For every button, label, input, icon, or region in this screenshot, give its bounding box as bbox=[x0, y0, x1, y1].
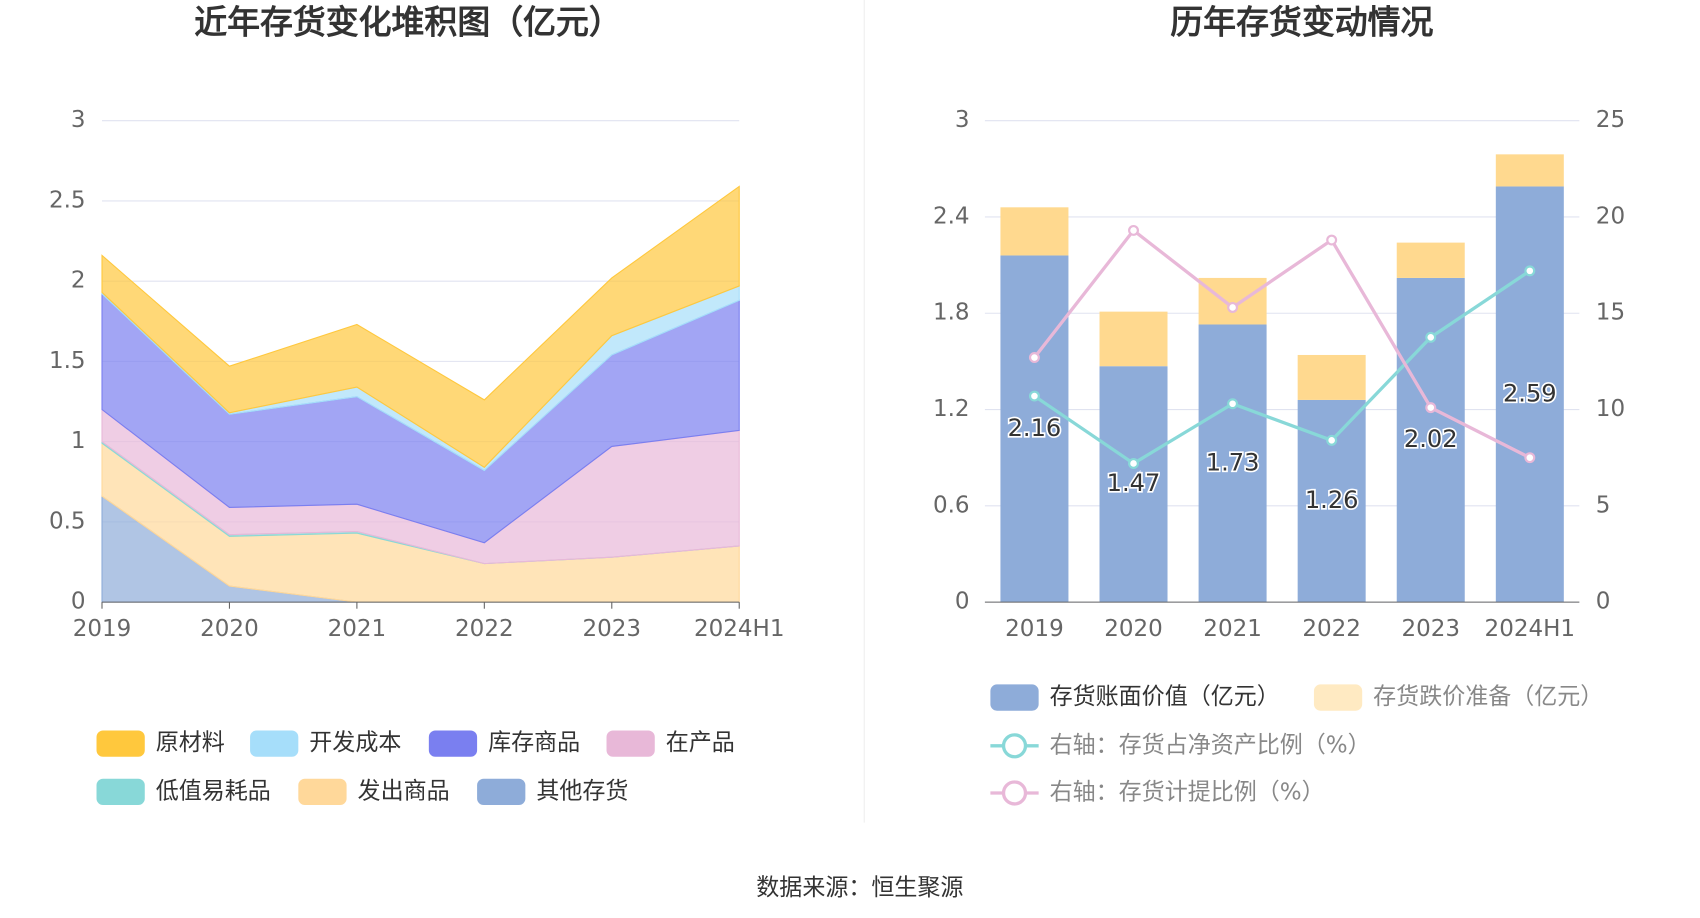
y-tick-label: 1.8 bbox=[933, 300, 970, 326]
point bbox=[1524, 265, 1536, 277]
bar bbox=[1099, 366, 1168, 603]
data-label: 2.59 bbox=[1503, 379, 1557, 407]
bar bbox=[1099, 311, 1168, 367]
point bbox=[1227, 301, 1239, 313]
y-tick-label: 2.4 bbox=[933, 203, 970, 229]
point bbox=[1425, 402, 1437, 414]
chart-title: 近年存货变化堆积图（亿元） bbox=[194, 3, 622, 42]
point bbox=[1028, 390, 1040, 402]
point bbox=[1524, 452, 1536, 464]
data-label: 2.16 bbox=[1008, 414, 1062, 442]
legend-swatch bbox=[1313, 684, 1363, 711]
bar bbox=[1495, 154, 1564, 187]
x-tick-label: 2021 bbox=[1203, 616, 1262, 642]
legend-label: 在产品 bbox=[666, 730, 735, 756]
legend-swatch bbox=[96, 730, 145, 757]
bar bbox=[1495, 186, 1564, 603]
y-tick-label: 0.6 bbox=[933, 492, 970, 518]
data-label: 1.47 bbox=[1107, 469, 1161, 497]
y2-tick-label: 25 bbox=[1596, 107, 1625, 133]
y-tick-label: 0.5 bbox=[49, 508, 86, 534]
x-tick-label: 2022 bbox=[1302, 616, 1361, 642]
legend-label: 库存商品 bbox=[488, 730, 580, 756]
data-label: 1.73 bbox=[1206, 448, 1260, 476]
legend-label: 低值易耗品 bbox=[156, 778, 271, 804]
legend-label: 开发成本 bbox=[309, 730, 401, 756]
legend-label: 右轴：存货占净资产比例（%） bbox=[1050, 732, 1371, 758]
legend-swatch bbox=[1001, 780, 1028, 806]
y-tick-label: 0 bbox=[71, 589, 86, 615]
point bbox=[1128, 224, 1139, 236]
point bbox=[1227, 398, 1239, 410]
bar bbox=[1198, 324, 1267, 603]
x-tick-label: 2023 bbox=[582, 616, 641, 642]
y-tick-label: 2 bbox=[71, 268, 86, 294]
y2-tick-label: 5 bbox=[1596, 492, 1611, 518]
x-tick-label: 2021 bbox=[328, 616, 387, 642]
y2-tick-label: 0 bbox=[1596, 589, 1611, 615]
x-tick-label: 2024H1 bbox=[694, 616, 785, 642]
x-tick-label: 2019 bbox=[1005, 616, 1064, 642]
y-tick-label: 0 bbox=[955, 589, 970, 615]
y2-tick-label: 15 bbox=[1596, 300, 1625, 326]
point bbox=[1128, 457, 1139, 469]
x-tick-label: 2019 bbox=[73, 616, 132, 642]
legend-label: 存货跌价准备（亿元） bbox=[1373, 684, 1603, 710]
point bbox=[1326, 234, 1338, 246]
y2-tick-label: 10 bbox=[1596, 396, 1625, 422]
line bbox=[1033, 269, 1531, 466]
bar bbox=[1396, 242, 1465, 278]
bar bbox=[1297, 354, 1366, 400]
area bbox=[101, 185, 740, 469]
bar bbox=[1000, 207, 1069, 256]
legend-swatch bbox=[990, 684, 1039, 711]
y-tick-label: 2.5 bbox=[49, 187, 86, 213]
bar bbox=[1000, 255, 1069, 603]
legend-swatch bbox=[477, 778, 526, 806]
x-tick-label: 2022 bbox=[455, 616, 514, 642]
legend-swatch bbox=[298, 778, 347, 806]
legend-swatch bbox=[250, 730, 299, 757]
line bbox=[1033, 228, 1531, 460]
point bbox=[1425, 331, 1437, 343]
data-label: 1.26 bbox=[1305, 486, 1359, 514]
bar bbox=[1198, 277, 1267, 325]
legend-swatch bbox=[1001, 733, 1028, 759]
x-tick-label: 2020 bbox=[200, 616, 259, 642]
legend-swatch bbox=[428, 730, 478, 757]
legend-swatch bbox=[606, 730, 655, 757]
legend-label: 其他存货 bbox=[536, 778, 628, 804]
point bbox=[1326, 434, 1338, 446]
legend-label: 发出商品 bbox=[358, 778, 450, 804]
point bbox=[1028, 352, 1040, 364]
chart-title: 历年存货变动情况 bbox=[1170, 3, 1433, 42]
legend-label: 原材料 bbox=[156, 730, 225, 756]
legend-label: 存货账面价值（亿元） bbox=[1050, 684, 1280, 710]
y2-tick-label: 20 bbox=[1596, 203, 1625, 229]
x-tick-label: 2024H1 bbox=[1485, 616, 1576, 642]
y-tick-label: 1.5 bbox=[49, 348, 86, 374]
y-tick-label: 1 bbox=[71, 428, 86, 454]
legend-swatch bbox=[96, 778, 145, 806]
source: 数据来源：恒生聚源 bbox=[756, 875, 963, 901]
x-tick-label: 2020 bbox=[1104, 616, 1163, 642]
y-tick-label: 1.2 bbox=[933, 396, 970, 422]
data-label: 2.02 bbox=[1404, 425, 1458, 453]
y-tick-label: 3 bbox=[955, 107, 970, 133]
legend-label: 右轴：存货计提比例（%） bbox=[1050, 779, 1325, 805]
x-tick-label: 2023 bbox=[1401, 616, 1460, 642]
y-tick-label: 3 bbox=[71, 107, 86, 133]
